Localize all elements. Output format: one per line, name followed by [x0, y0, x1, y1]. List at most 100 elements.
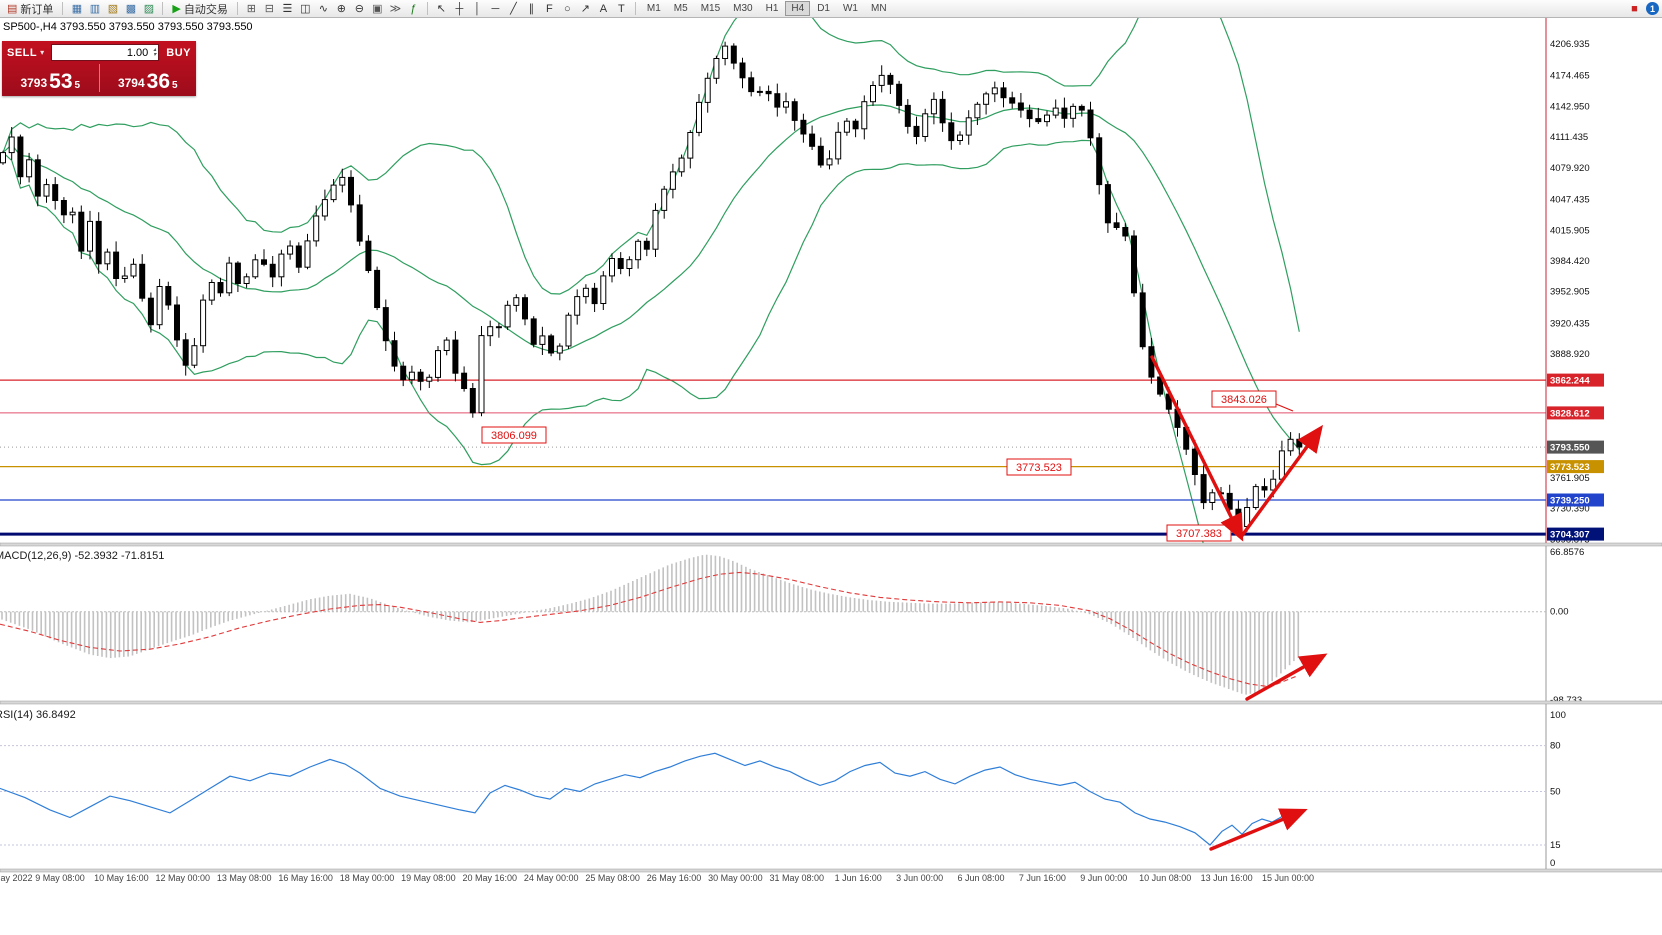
timeframe-m5[interactable]: M5: [673, 3, 688, 14]
price-axis[interactable]: 4206.935 4174.465 4142.950 4111.435 4079.920…: [1545, 18, 1604, 869]
price-tag-bg: [1547, 493, 1604, 507]
timeframe-h1[interactable]: H1: [765, 3, 779, 14]
trend-arrow-price[interactable]: [1150, 355, 1244, 542]
data-window-icon[interactable]: ▥: [89, 3, 101, 15]
autotrade-label: 自动交易: [183, 3, 228, 16]
arrows-tool-icon[interactable]: ↗: [580, 3, 590, 15]
new-order-icon: ▤: [7, 2, 18, 15]
trend-arrow-rsi[interactable]: [1209, 808, 1308, 851]
panel-separator-rsi-time[interactable]: [0, 868, 1662, 873]
trade-panel-price-row: 3793 53 5 3794 36 5: [2, 62, 196, 94]
price-tag-bg: [1547, 460, 1604, 474]
timeframe-mn[interactable]: MN: [870, 3, 887, 14]
volume-spinner[interactable]: ▴ ▾: [151, 46, 158, 58]
indicators-icon[interactable]: ƒ: [410, 2, 417, 15]
panel-separator-price-macd[interactable]: [0, 542, 1662, 547]
macd-panel[interactable]: 66.8576 0.00 -98.733: [0, 547, 1584, 706]
time-label: 10 Jun 08:00: [1139, 873, 1191, 883]
label-icon[interactable]: T: [618, 2, 625, 15]
buy-price-frac: 5: [172, 80, 178, 91]
autotrade-play-icon: ▶: [172, 2, 181, 15]
market-watch-icon[interactable]: ▦: [71, 3, 83, 15]
spinner-down-icon[interactable]: ▾: [153, 51, 157, 58]
text-icon[interactable]: A: [599, 2, 608, 15]
trend-arrow-price[interactable]: [1239, 424, 1324, 539]
timeframe-w1[interactable]: W1: [842, 3, 858, 14]
toolbar-separator: [426, 2, 428, 15]
bollinger-middle-band: [2, 104, 1300, 451]
timeframe-m1[interactable]: M1: [646, 3, 661, 14]
price-tick-label: 4174.465: [1550, 71, 1590, 82]
navigator-icon[interactable]: ▧: [107, 3, 119, 15]
time-label: 18 May 00:00: [340, 873, 395, 883]
timeframe-d1[interactable]: D1: [817, 3, 830, 14]
sell-price-button[interactable]: 3793 53 5: [2, 62, 99, 94]
rsi-line: [0, 752, 1298, 846]
price-tick-label: 4047.435: [1550, 195, 1590, 206]
timeframe-h4[interactable]: H4: [785, 1, 811, 16]
new-chart-icon[interactable]: ⊞: [246, 3, 256, 15]
trend-arrow-macd[interactable]: [1245, 653, 1328, 701]
fibonacci-icon[interactable]: F: [546, 2, 553, 15]
bar-chart-icon[interactable]: ☰: [282, 3, 293, 15]
price-tick-label: 3984.420: [1550, 256, 1590, 267]
shapes-icon[interactable]: ○: [564, 2, 571, 15]
price-annotation-box[interactable]: [1006, 458, 1072, 476]
time-label: May 2022: [0, 873, 33, 883]
rsi-axis-label: 80: [1550, 741, 1561, 752]
tile-windows-icon[interactable]: ▣: [372, 3, 383, 15]
buy-label[interactable]: BUY: [166, 46, 191, 59]
volume-dropdown-caret-icon[interactable]: ▾: [40, 48, 45, 57]
macd-axis-label: 0.00: [1550, 607, 1569, 618]
alert-icon[interactable]: ■: [1631, 2, 1638, 15]
channel-icon[interactable]: ∥: [528, 3, 535, 15]
panel-separator-macd-rsi[interactable]: [0, 700, 1662, 705]
auto-scroll-icon[interactable]: ≫: [389, 3, 402, 15]
terminal-icon[interactable]: ▩: [125, 3, 137, 15]
crosshair-icon[interactable]: ┼: [455, 2, 464, 15]
macd-axis-label: 66.8576: [1550, 547, 1584, 558]
rsi-panel[interactable]: 100 80 50 15 0: [0, 710, 1566, 869]
notification-badge[interactable]: 1: [1646, 2, 1659, 15]
buy-price-button[interactable]: 3794 36 5: [100, 62, 197, 94]
candlestick-icon[interactable]: ◫: [300, 3, 311, 15]
horizontal-line-icon[interactable]: ─: [491, 2, 500, 15]
time-label: 10 May 16:00: [94, 873, 149, 883]
volume-input[interactable]: [52, 46, 152, 59]
price-tag-label: 3773.523: [1550, 462, 1590, 473]
strategy-tester-icon[interactable]: ▨: [143, 3, 155, 15]
price-tick-label: 4111.435: [1550, 132, 1588, 143]
time-label: 30 May 00:00: [708, 873, 763, 883]
price-tick-label: 3920.435: [1550, 318, 1590, 329]
time-label: 20 May 16:00: [463, 873, 518, 883]
price-annotation-box[interactable]: [1211, 390, 1277, 408]
timeframe-m15[interactable]: M15: [700, 3, 721, 14]
timeframe-m30[interactable]: M30: [733, 3, 753, 14]
profiles-icon[interactable]: ⊟: [264, 3, 274, 15]
price-panel[interactable]: [0, 0, 1546, 633]
rsi-axis-label: 100: [1550, 710, 1566, 721]
price-tick-label: 3952.905: [1550, 287, 1590, 298]
time-label: 12 May 00:00: [156, 873, 211, 883]
toolbar-separator: [634, 2, 636, 15]
sell-label[interactable]: SELL: [7, 46, 38, 59]
line-chart-icon[interactable]: ∿: [318, 3, 328, 15]
price-annotation-box[interactable]: [481, 426, 547, 444]
zoom-in-icon[interactable]: ⊕: [336, 3, 346, 15]
price-tick-label: 3730.390: [1550, 504, 1590, 515]
time-label: 31 May 08:00: [770, 873, 825, 883]
zoom-out-icon[interactable]: ⊖: [354, 3, 364, 15]
price-tag-label: 3862.244: [1550, 376, 1590, 387]
cursor-icon[interactable]: ↖: [436, 3, 446, 15]
price-tick-label: 4015.905: [1550, 225, 1590, 236]
spinner-up-icon[interactable]: ▴: [153, 46, 157, 53]
new-order-label: 新订单: [20, 3, 54, 16]
toolbar-right-group: ■ 1: [1626, 1, 1659, 17]
new-order-button[interactable]: ▤ 新订单: [3, 1, 57, 17]
trendline-icon[interactable]: ╱: [510, 3, 517, 15]
autotrade-button[interactable]: ▶ 自动交易: [168, 1, 231, 17]
vertical-line-icon[interactable]: │: [473, 2, 481, 15]
